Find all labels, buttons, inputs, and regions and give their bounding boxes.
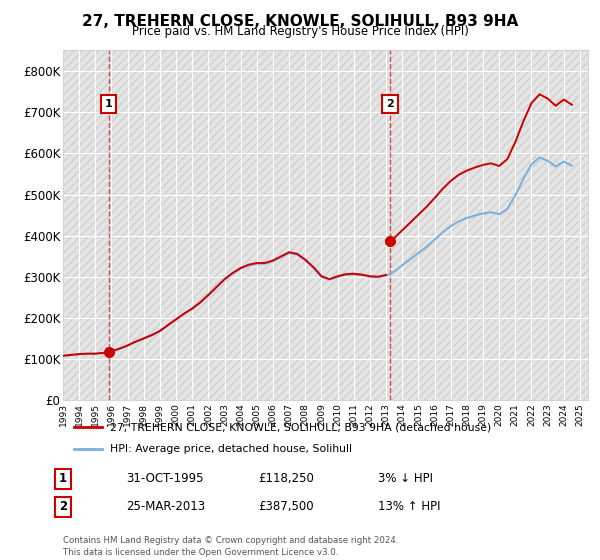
Text: 25-MAR-2013: 25-MAR-2013	[126, 500, 205, 514]
Text: 13% ↑ HPI: 13% ↑ HPI	[378, 500, 440, 514]
Text: 1: 1	[59, 472, 67, 486]
Text: £387,500: £387,500	[258, 500, 314, 514]
Text: Price paid vs. HM Land Registry's House Price Index (HPI): Price paid vs. HM Land Registry's House …	[131, 25, 469, 38]
Text: 27, TREHERN CLOSE, KNOWLE, SOLIHULL, B93 9HA: 27, TREHERN CLOSE, KNOWLE, SOLIHULL, B93…	[82, 14, 518, 29]
Text: 31-OCT-1995: 31-OCT-1995	[126, 472, 203, 486]
Text: 3% ↓ HPI: 3% ↓ HPI	[378, 472, 433, 486]
Text: 27, TREHERN CLOSE, KNOWLE, SOLIHULL, B93 9HA (detached house): 27, TREHERN CLOSE, KNOWLE, SOLIHULL, B93…	[110, 422, 491, 432]
Text: Contains HM Land Registry data © Crown copyright and database right 2024.
This d: Contains HM Land Registry data © Crown c…	[63, 536, 398, 557]
Text: £118,250: £118,250	[258, 472, 314, 486]
Text: 1: 1	[105, 99, 113, 109]
Text: 2: 2	[59, 500, 67, 514]
Text: 2: 2	[386, 99, 394, 109]
Text: HPI: Average price, detached house, Solihull: HPI: Average price, detached house, Soli…	[110, 444, 352, 454]
